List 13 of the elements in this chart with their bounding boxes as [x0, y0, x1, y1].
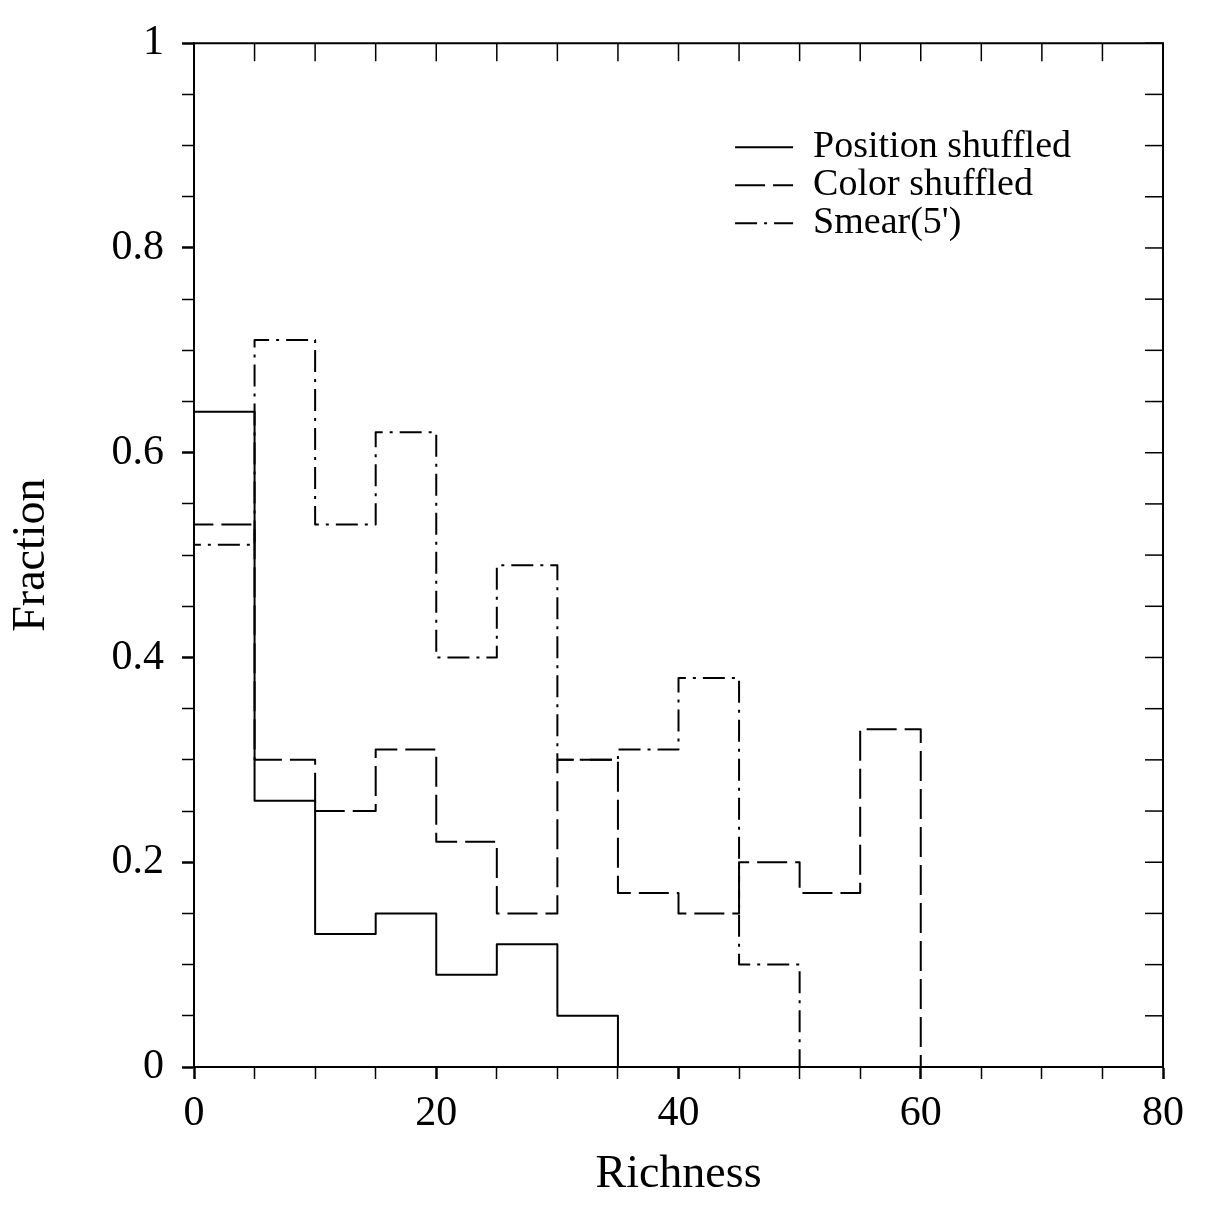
y-tick-label: 0.8 [111, 221, 164, 268]
y-tick-label: 0 [143, 1041, 164, 1088]
y-tick-label: 0.6 [111, 426, 164, 473]
x-tick-label: 20 [415, 1088, 458, 1135]
x-tick-label: 60 [899, 1088, 942, 1135]
y-tick-label: 0.2 [111, 836, 164, 883]
x-axis-title: Richness [595, 1146, 762, 1198]
y-axis-title: Fraction [2, 478, 54, 632]
x-tick-label: 80 [1142, 1088, 1184, 1135]
x-tick-label: 0 [183, 1088, 205, 1135]
x-tick-label: 40 [657, 1088, 700, 1135]
y-tick-label: 0.4 [111, 631, 164, 678]
y-tick-label: 1 [143, 17, 164, 64]
